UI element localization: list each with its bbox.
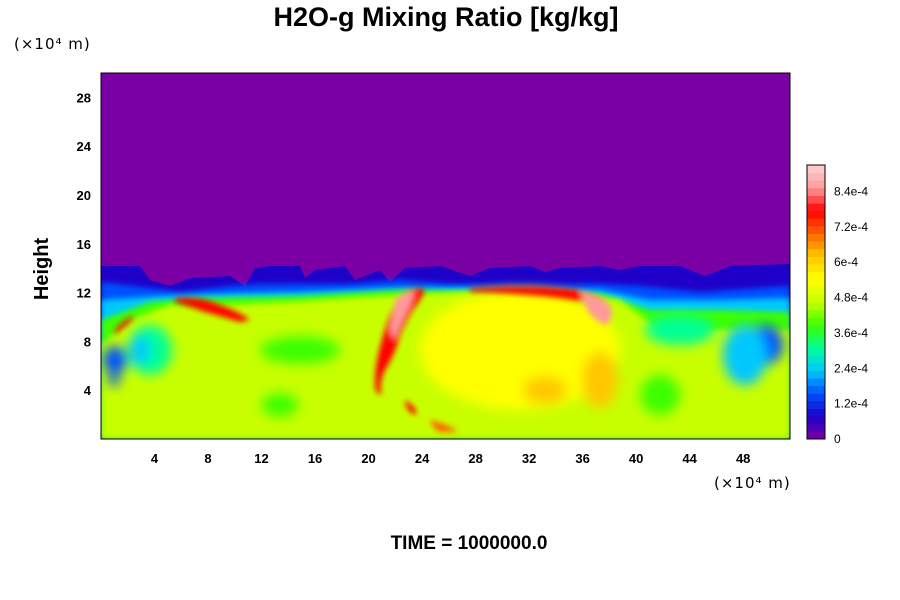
colorbar-swatch <box>807 423 825 432</box>
colorbar-swatch <box>807 263 825 273</box>
y-axis-ticks: 4 8 12 16 20 24 28 <box>77 90 92 398</box>
colorbar-tick-label: 6e-4 <box>834 255 858 269</box>
y-tick-label: 4 <box>84 383 92 398</box>
colorbar-swatch <box>807 370 825 379</box>
heatmap-field <box>101 73 790 439</box>
colorbar-swatch <box>807 279 825 288</box>
plot-frame <box>100 72 791 440</box>
colorbar-swatch <box>807 378 825 387</box>
colorbar-swatch <box>807 225 825 234</box>
colorbar-tick-label: 7.2e-4 <box>834 220 868 234</box>
y-axis-unit: (×10⁴ m) <box>14 35 91 53</box>
colorbar-swatch <box>807 332 825 341</box>
colorbar-swatch <box>807 241 825 250</box>
colorbar-swatch <box>807 340 825 349</box>
x-tick-label: 32 <box>522 451 536 466</box>
colorbar-swatch <box>807 408 825 417</box>
colorbar-tick-label: 2.4e-4 <box>834 361 868 375</box>
y-tick-label: 12 <box>77 286 91 301</box>
x-axis-ticks: 4 8 12 16 20 24 28 32 36 40 44 48 <box>151 451 751 466</box>
colorbar-swatch <box>807 431 825 440</box>
colorbar-swatch <box>807 400 825 410</box>
colorbar-swatch <box>807 286 825 295</box>
colorbar-frame <box>806 164 826 440</box>
colorbar-swatch <box>807 172 825 181</box>
colorbar-swatch <box>807 180 825 189</box>
colorbar-swatch <box>807 416 825 425</box>
colorbar-swatch <box>807 210 825 219</box>
colorbar-tick-label: 8.4e-4 <box>834 185 868 199</box>
moist-structures <box>103 290 783 417</box>
moist-plumes <box>115 286 612 432</box>
colorbar-swatch <box>807 324 825 333</box>
y-tick-label: 28 <box>77 90 91 105</box>
colorbar-swatch <box>807 165 825 174</box>
x-tick-label: 16 <box>308 451 322 466</box>
colorbar-swatch <box>807 302 825 311</box>
colorbar-swatch <box>807 256 825 265</box>
x-tick-label: 12 <box>254 451 268 466</box>
colorbar-swatch <box>807 362 825 371</box>
time-label: TIME = 1000000.0 <box>391 533 548 554</box>
colorbar-tick-label: 4.8e-4 <box>834 291 868 305</box>
colorbar-swatch <box>807 317 825 326</box>
colorbar-swatch <box>807 187 825 196</box>
colorbar-swatch <box>807 385 825 394</box>
x-tick-label: 8 <box>204 451 211 466</box>
x-tick-label: 36 <box>575 451 589 466</box>
y-axis-label: Height <box>31 238 53 301</box>
y-tick-label: 20 <box>77 188 91 203</box>
chart-title: H2O-g Mixing Ratio [kg/kg] <box>273 2 618 32</box>
x-axis-unit: (×10⁴ m) <box>714 474 791 492</box>
colorbar-swatch <box>807 294 825 303</box>
x-tick-label: 4 <box>151 451 159 466</box>
colorbar-swatch <box>807 309 825 318</box>
colorbar-swatch <box>807 248 825 257</box>
colorbar-swatch <box>807 195 825 204</box>
colorbar-swatch <box>807 355 825 364</box>
colorbar: 0 1.2e-4 2.4e-4 3.6e-4 4.8e-4 6e-4 7.2e-4 8.4e-… <box>806 164 868 446</box>
colorbar-swatch <box>807 271 825 280</box>
x-tick-label: 20 <box>361 451 375 466</box>
x-tick-label: 40 <box>629 451 643 466</box>
x-tick-label: 48 <box>736 451 750 466</box>
colorbar-swatch <box>807 218 825 227</box>
x-tick-label: 24 <box>415 451 430 466</box>
colorbar-swatch <box>807 347 825 356</box>
x-tick-label: 28 <box>468 451 482 466</box>
y-tick-label: 8 <box>84 334 91 349</box>
colorbar-tick-label: 3.6e-4 <box>834 326 868 340</box>
y-tick-label: 16 <box>77 237 91 252</box>
colorbar-tick-label: 0 <box>834 432 841 446</box>
colorbar-swatch <box>807 393 825 402</box>
colorbar-swatch <box>807 233 825 242</box>
colorbar-tick-label: 1.2e-4 <box>834 397 868 411</box>
y-tick-label: 24 <box>77 139 92 154</box>
x-tick-label: 44 <box>682 451 697 466</box>
colorbar-swatch <box>807 203 825 212</box>
